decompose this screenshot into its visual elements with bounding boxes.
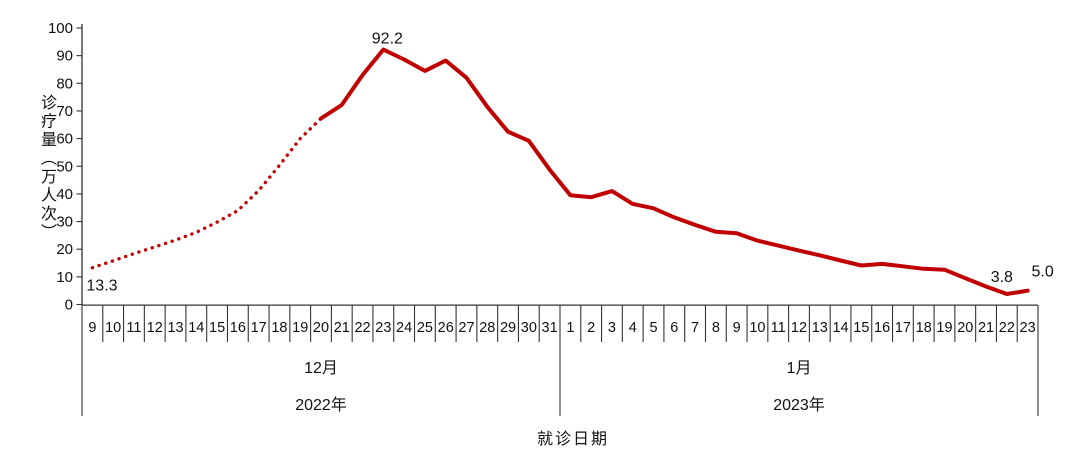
y-axis-tick-label: 50 (56, 158, 73, 175)
day-label: 10 (105, 320, 121, 336)
series-line-solid (319, 47, 1030, 296)
data-label: 5.0 (1031, 264, 1053, 281)
day-label: 14 (188, 320, 204, 336)
day-label: 20 (957, 320, 973, 336)
day-label: 15 (853, 320, 869, 336)
day-label: 23 (1020, 320, 1036, 336)
series-line-dotted (90, 116, 323, 270)
day-label: 12 (791, 320, 807, 336)
day-label: 29 (500, 320, 516, 336)
day-label: 7 (691, 320, 699, 336)
y-axis-tick-label: 30 (56, 214, 73, 231)
day-label: 6 (670, 320, 678, 336)
y-axis-tick-label: 20 (56, 241, 73, 258)
day-label: 11 (126, 320, 141, 336)
day-label: 13 (812, 320, 828, 336)
day-label: 17 (895, 320, 911, 336)
y-axis-tick-label: 0 (65, 297, 73, 314)
day-label: 27 (458, 320, 474, 336)
day-label: 28 (479, 320, 495, 336)
y-axis-tick-label: 100 (48, 20, 73, 37)
day-label: 12 (147, 320, 163, 336)
day-label: 20 (313, 320, 329, 336)
day-label: 26 (438, 320, 454, 336)
day-label: 21 (334, 320, 350, 336)
day-label: 9 (733, 320, 741, 336)
day-label: 1 (566, 320, 574, 336)
day-label: 21 (978, 320, 994, 336)
day-label: 19 (936, 320, 952, 336)
day-label: 3 (608, 320, 616, 336)
day-label: 2 (587, 320, 595, 336)
year-label: 2023年 (773, 396, 825, 414)
day-label: 15 (209, 320, 225, 336)
day-label: 13 (167, 320, 183, 336)
day-label: 10 (749, 320, 765, 336)
day-label: 14 (832, 320, 848, 336)
month-label: 1月 (787, 360, 812, 377)
day-label: 8 (712, 320, 720, 336)
y-axis-tick-label: 90 (56, 48, 73, 65)
data-label: 92.2 (372, 31, 403, 48)
day-label: 11 (771, 320, 786, 336)
day-label: 17 (251, 320, 267, 336)
y-axis-tick-label: 40 (56, 186, 73, 203)
y-axis-tick-label: 70 (56, 103, 73, 120)
day-label: 22 (999, 320, 1015, 336)
y-axis-tick-label: 10 (56, 269, 73, 286)
day-label: 18 (916, 320, 932, 336)
y-axis-title: 诊疗量（万人次） (38, 94, 55, 242)
x-axis-title: 就诊日期 (536, 431, 609, 448)
data-label: 13.3 (86, 278, 117, 295)
y-axis-tick-label: 80 (56, 75, 73, 92)
day-label: 16 (874, 320, 890, 336)
y-axis-tick-label: 60 (56, 131, 73, 148)
day-label: 24 (396, 320, 412, 336)
day-label: 31 (542, 320, 558, 336)
day-label: 16 (230, 320, 246, 336)
day-label: 30 (521, 320, 537, 336)
day-label: 19 (292, 320, 308, 336)
day-label: 5 (649, 320, 657, 336)
day-label: 4 (629, 320, 637, 336)
year-label: 2022年 (295, 396, 347, 414)
day-label: 25 (417, 320, 433, 336)
day-label: 22 (354, 320, 370, 336)
day-label: 18 (271, 320, 287, 336)
data-label: 3.8 (991, 269, 1013, 286)
day-label: 9 (88, 320, 96, 336)
month-label: 12月 (304, 360, 338, 377)
day-label: 23 (375, 320, 391, 336)
